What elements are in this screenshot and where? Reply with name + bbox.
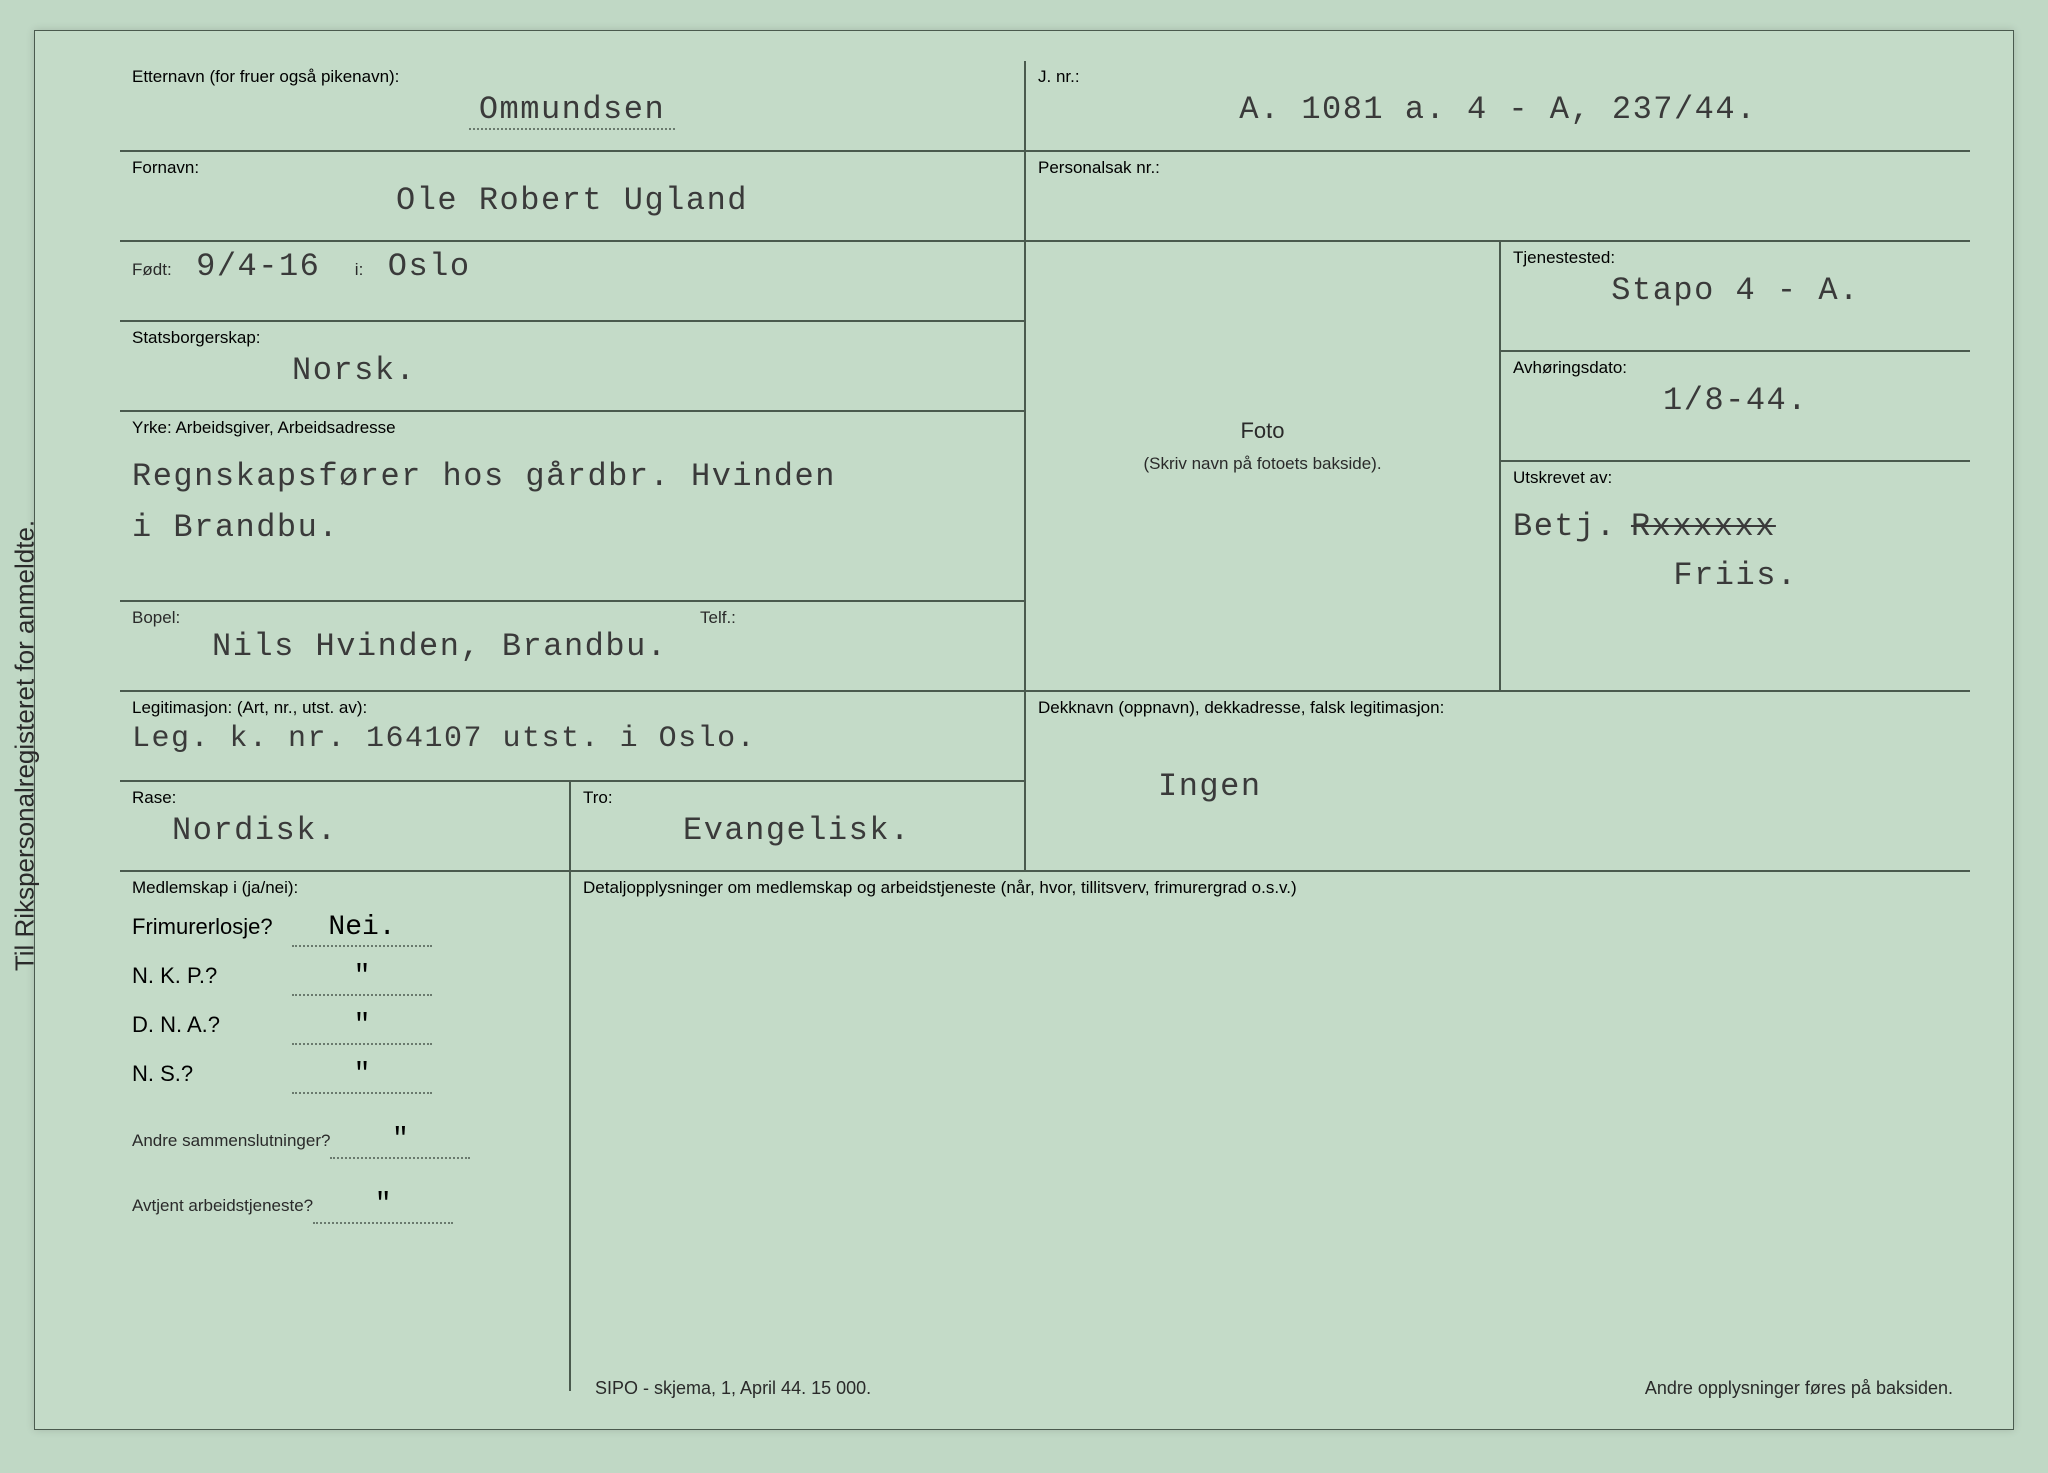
yrke-label: Yrke: Arbeidsgiver, Arbeidsadresse [132, 418, 1012, 438]
yrke-line2: i Brandbu. [132, 509, 1012, 546]
andre-samm-value: " [330, 1124, 470, 1159]
avtjent-label: Avtjent arbeidstjeneste? [132, 1196, 313, 1216]
yrke-cell: Yrke: Arbeidsgiver, Arbeidsadresse Regns… [120, 411, 1025, 601]
legitimasjon-value: Leg. k. nr. 164107 utst. i Oslo. [132, 722, 756, 756]
nkp-value: " [292, 961, 432, 996]
nkp-row: N. K. P.? " [132, 961, 557, 996]
andre-oppl-note: Andre opplysninger føres på baksiden. [1645, 1378, 1953, 1399]
fodt-label: Født: [132, 260, 172, 279]
statsborgerskap-label: Statsborgerskap: [132, 328, 1012, 348]
utskrevet-line1: Betj. [1513, 508, 1617, 545]
telf-label: Telf.: [700, 608, 736, 628]
dekknavn-value: Ingen [1158, 768, 1262, 805]
bopel-cell: Bopel: Telf.: Nils Hvinden, Brandbu. [120, 601, 1025, 691]
andre-samm-label: Andre sammenslutninger? [132, 1131, 330, 1151]
foto-cell: Foto (Skriv navn på fotoets bakside). [1025, 241, 1500, 691]
fodt-i-value: Oslo [388, 248, 471, 285]
utskrevet-cell: Utskrevet av: Betj. Rxxxxxx Friis. [1500, 461, 1970, 691]
detalj-cell: Detaljopplysninger om medlemskap og arbe… [570, 871, 1970, 1391]
personalsak-label: Personalsak nr.: [1038, 158, 1958, 178]
tro-value: Evangelisk. [683, 812, 911, 849]
legitimasjon-cell: Legitimasjon: (Art, nr., utst. av): Leg.… [120, 691, 1025, 781]
frimurer-row: Frimurerlosje? Nei. [132, 912, 557, 947]
andre-samm-row: Andre sammenslutninger? " [132, 1124, 557, 1159]
dekknavn-cell: Dekknavn (oppnavn), dekkadresse, falsk l… [1025, 691, 1970, 871]
medlemskap-label: Medlemskap i (ja/nei): [132, 878, 557, 898]
avtjent-value: " [313, 1189, 453, 1224]
fodt-value: 9/4-16 [196, 248, 320, 285]
detalj-label: Detaljopplysninger om medlemskap og arbe… [583, 878, 1958, 898]
personalsak-cell: Personalsak nr.: [1025, 151, 1970, 241]
bopel-label: Bopel: [132, 608, 180, 627]
utskrevet-line2: Friis. [1513, 557, 1958, 594]
dekknavn-label: Dekknavn (oppnavn), dekkadresse, falsk l… [1038, 698, 1958, 718]
etternavn-cell: Etternavn (for fruer også pikenavn): Omm… [120, 61, 1025, 151]
frimurer-label: Frimurerlosje? [132, 914, 292, 940]
jnr-value: A. 1081 a. 4 - A, 237/44. [1239, 91, 1757, 128]
avhoringsdato-label: Avhøringsdato: [1513, 358, 1958, 378]
sipo-note: SIPO - skjema, 1, April 44. 15 000. [595, 1378, 871, 1399]
rase-cell: Rase: Nordisk. [120, 781, 570, 871]
etternavn-label: Etternavn (for fruer også pikenavn): [132, 67, 1012, 87]
tjenestested-value: Stapo 4 - A. [1611, 272, 1859, 309]
fornavn-cell: Fornavn: Ole Robert Ugland [120, 151, 1025, 241]
utskrevet-strike: Rxxxxxx [1631, 508, 1776, 545]
vertical-title: Til Rikspersonalregisteret for anmeldte. [10, 520, 41, 971]
etternavn-value: Ommundsen [469, 91, 675, 130]
nkp-label: N. K. P.? [132, 963, 292, 989]
fodt-i-label: i: [355, 260, 364, 279]
rase-value: Nordisk. [172, 812, 338, 849]
avtjent-row: Avtjent arbeidstjeneste? " [132, 1189, 557, 1224]
legitimasjon-label: Legitimasjon: (Art, nr., utst. av): [132, 698, 1012, 718]
fodt-cell: Født: 9/4-16 i: Oslo [120, 241, 1025, 321]
tro-label: Tro: [583, 788, 1012, 808]
ns-value: " [292, 1059, 432, 1094]
dna-value: " [292, 1010, 432, 1045]
avhoringsdato-value: 1/8-44. [1663, 382, 1808, 419]
fornavn-label: Fornavn: [132, 158, 1012, 178]
rase-label: Rase: [132, 788, 557, 808]
tro-cell: Tro: Evangelisk. [570, 781, 1025, 871]
ns-row: N. S.? " [132, 1059, 557, 1094]
jnr-label: J. nr.: [1038, 67, 1958, 87]
yrke-line1: Regnskapsfører hos gårdbr. Hvinden [132, 458, 1012, 495]
bopel-value: Nils Hvinden, Brandbu. [212, 628, 667, 665]
dna-label: D. N. A.? [132, 1012, 292, 1038]
avhoringsdato-cell: Avhøringsdato: 1/8-44. [1500, 351, 1970, 461]
tjenestested-cell: Tjenestested: Stapo 4 - A. [1500, 241, 1970, 351]
jnr-cell: J. nr.: A. 1081 a. 4 - A, 237/44. [1025, 61, 1970, 151]
utskrevet-label: Utskrevet av: [1513, 468, 1958, 488]
ns-label: N. S.? [132, 1061, 292, 1087]
registration-card: Til Rikspersonalregisteret for anmeldte.… [34, 30, 2014, 1430]
foto-label: Foto [1038, 418, 1487, 444]
statsborgerskap-value: Norsk. [292, 352, 416, 389]
dna-row: D. N. A.? " [132, 1010, 557, 1045]
medlemskap-cell: Medlemskap i (ja/nei): Frimurerlosje? Ne… [120, 871, 570, 1391]
frimurer-value: Nei. [292, 912, 432, 947]
statsborgerskap-cell: Statsborgerskap: Norsk. [120, 321, 1025, 411]
foto-note: (Skriv navn på fotoets bakside). [1038, 454, 1487, 474]
fornavn-value: Ole Robert Ugland [396, 182, 748, 219]
tjenestested-label: Tjenestested: [1513, 248, 1958, 268]
